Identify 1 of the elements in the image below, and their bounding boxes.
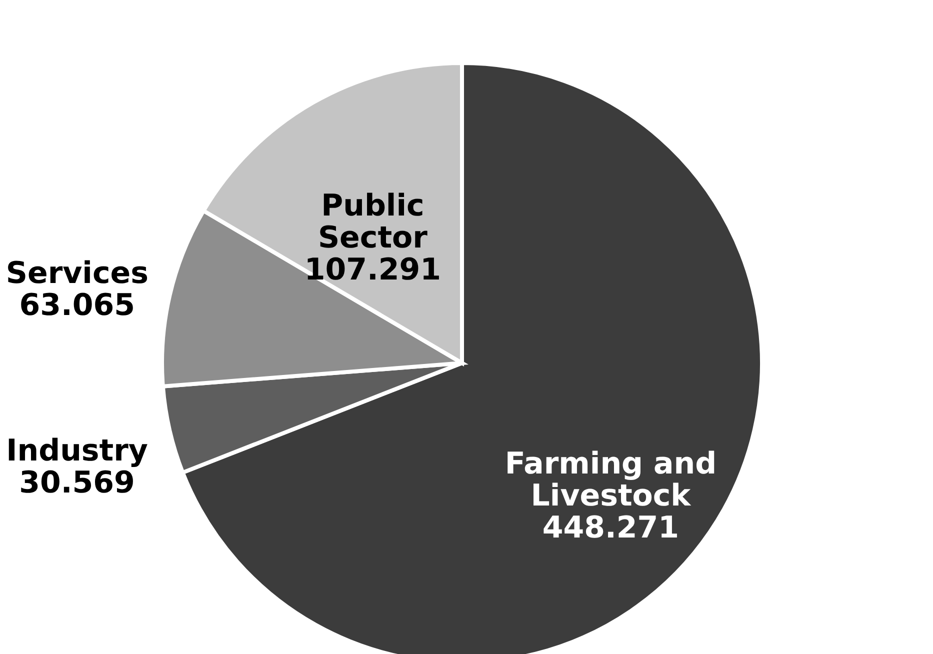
slice-label: Industry [6, 433, 148, 468]
